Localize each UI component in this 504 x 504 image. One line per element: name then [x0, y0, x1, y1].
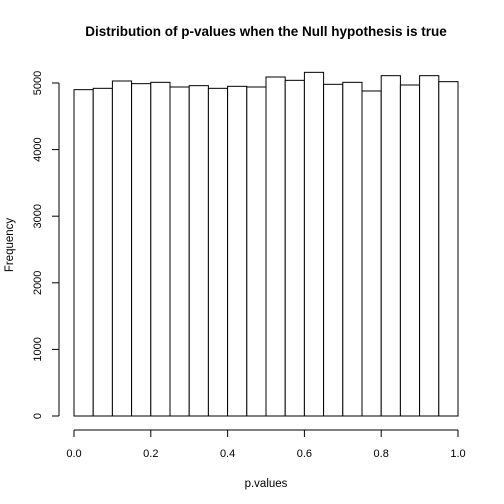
- histogram-bar: [380, 75, 401, 417]
- y-axis-label: Frequency: [4, 218, 16, 273]
- histogram-bar: [188, 85, 209, 417]
- y-tick-label: 3000: [32, 204, 44, 228]
- y-tick-label: 0: [32, 413, 44, 419]
- histogram-bar: [284, 79, 305, 417]
- histogram-bar: [419, 75, 440, 417]
- histogram-bar: [111, 80, 133, 417]
- histogram-bar: [207, 87, 229, 417]
- x-tick-label: 1.0: [450, 448, 465, 460]
- histogram-bar: [150, 81, 171, 417]
- histogram-bar: [227, 85, 248, 417]
- histogram-bar: [399, 84, 421, 417]
- x-axis-label: p.values: [245, 478, 288, 490]
- histogram-bar: [438, 81, 459, 417]
- bars-group: [73, 71, 459, 417]
- histogram-bar: [73, 89, 94, 417]
- y-tick-label: 5000: [32, 71, 44, 95]
- y-tick-label: 4000: [32, 137, 44, 161]
- histogram-bar: [169, 86, 190, 417]
- x-tick-label: 0.6: [297, 448, 312, 460]
- x-axis: 0.0 0.2 0.4 0.6 0.8 1.0: [66, 429, 466, 460]
- x-tick-label: 0.8: [374, 448, 389, 460]
- y-axis: 0 1000 2000 3000 4000 5000: [32, 71, 60, 419]
- histogram-bar: [246, 86, 267, 417]
- histogram-bar: [342, 81, 363, 417]
- histogram-bar: [303, 71, 325, 417]
- x-tick-label: 0.0: [66, 448, 81, 460]
- histogram-bar: [265, 76, 286, 417]
- chart-title: Distribution of p-values when the Null h…: [85, 24, 447, 39]
- histogram-bar: [323, 83, 344, 417]
- histogram-bar: [131, 83, 152, 417]
- histogram-bar: [361, 90, 382, 417]
- histogram-bar: [92, 87, 113, 417]
- x-tick-label: 0.4: [220, 448, 235, 460]
- x-tick-label: 0.2: [143, 448, 158, 460]
- y-tick-label: 2000: [32, 271, 44, 295]
- y-tick-label: 1000: [32, 337, 44, 361]
